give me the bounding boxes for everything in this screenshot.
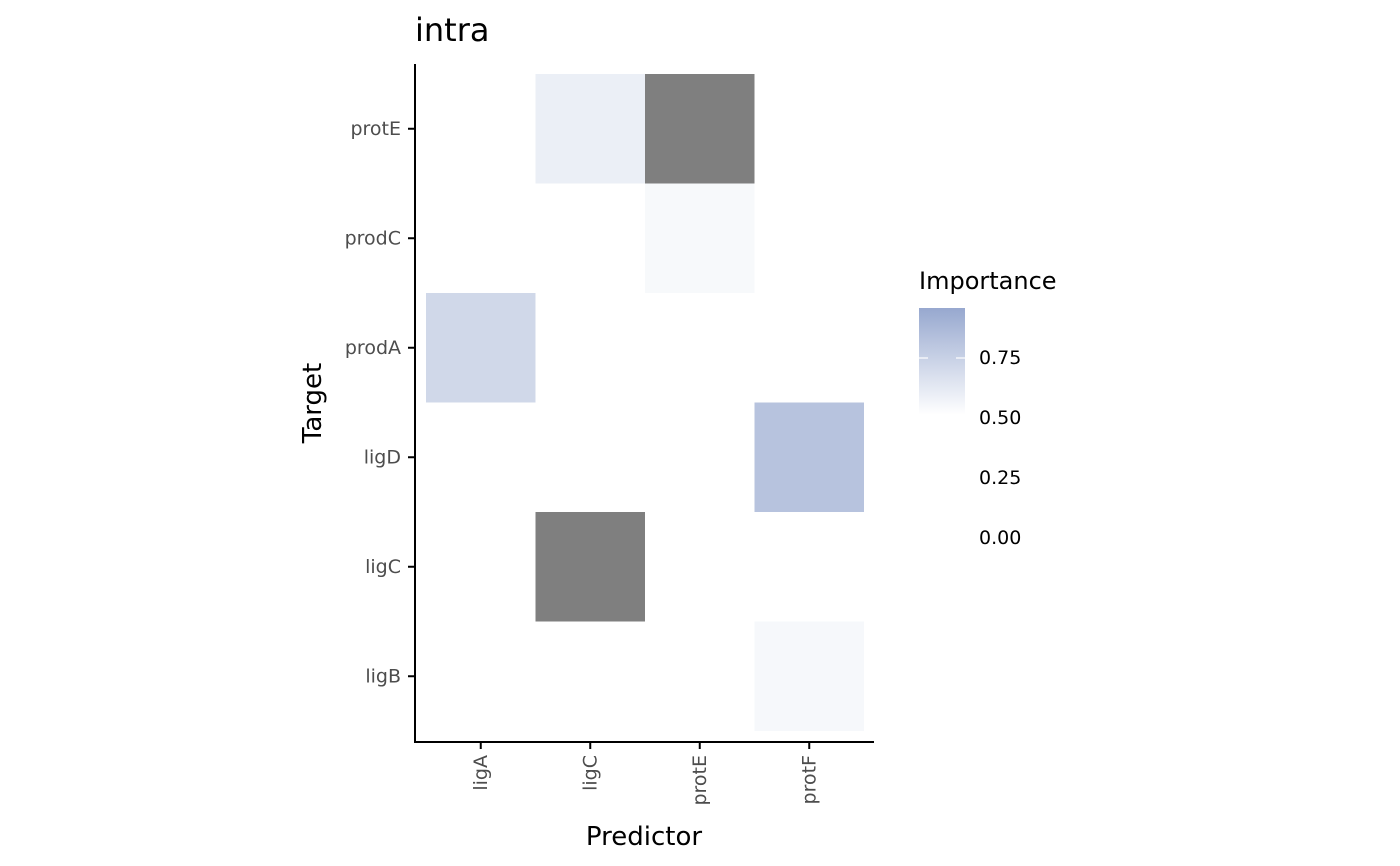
legend-ticks: 0.75 0.50 0.25 0.00 — [919, 347, 1021, 549]
heatmap-cell-liga-proda — [426, 293, 536, 403]
x-tick-label-ligc: ligC — [579, 755, 601, 791]
heatmap-cells — [426, 74, 864, 731]
y-axis-ticks: ligB ligC ligD prodA prodC protE — [345, 118, 415, 687]
heatmap-cell-ligc-ligc — [535, 512, 645, 622]
legend: Importance 0.75 0.50 0.25 0.00 — [919, 267, 1057, 549]
legend-colorbar — [919, 308, 965, 415]
legend-tick-label: 0.25 — [979, 467, 1021, 489]
heatmap-cell-protf-ligd — [754, 402, 864, 512]
axes — [414, 64, 874, 743]
legend-tick-label: 0.75 — [979, 347, 1021, 369]
y-tick-label-ligd: ligD — [364, 446, 401, 468]
x-tick-label-liga: ligA — [470, 755, 492, 791]
legend-title: Importance — [919, 267, 1057, 295]
heatmap-cell-protf-ligb — [754, 621, 864, 731]
heatmap-cell-ligc-prote — [535, 74, 645, 184]
legend-tick-label: 0.00 — [979, 527, 1021, 549]
x-axis-title: Predictor — [586, 822, 702, 852]
x-axis-ticks: ligA ligC protE protF — [470, 742, 820, 806]
y-tick-label-ligc: ligC — [365, 556, 401, 578]
x-tick-label-prote: protE — [689, 755, 711, 806]
heatmap-cell-prote-prodc — [645, 183, 755, 293]
heatmap-cell-prote-prote — [645, 74, 755, 184]
y-tick-label-ligb: ligB — [365, 665, 401, 687]
legend-tick-label: 0.50 — [979, 407, 1021, 429]
y-tick-label-proda: prodA — [345, 337, 401, 359]
y-axis-title: Target — [298, 363, 328, 444]
y-tick-label-prodc: prodC — [345, 227, 401, 249]
y-tick-label-prote: protE — [350, 118, 401, 140]
x-tick-label-protf: protF — [798, 755, 820, 804]
chart-title: intra — [415, 11, 489, 49]
